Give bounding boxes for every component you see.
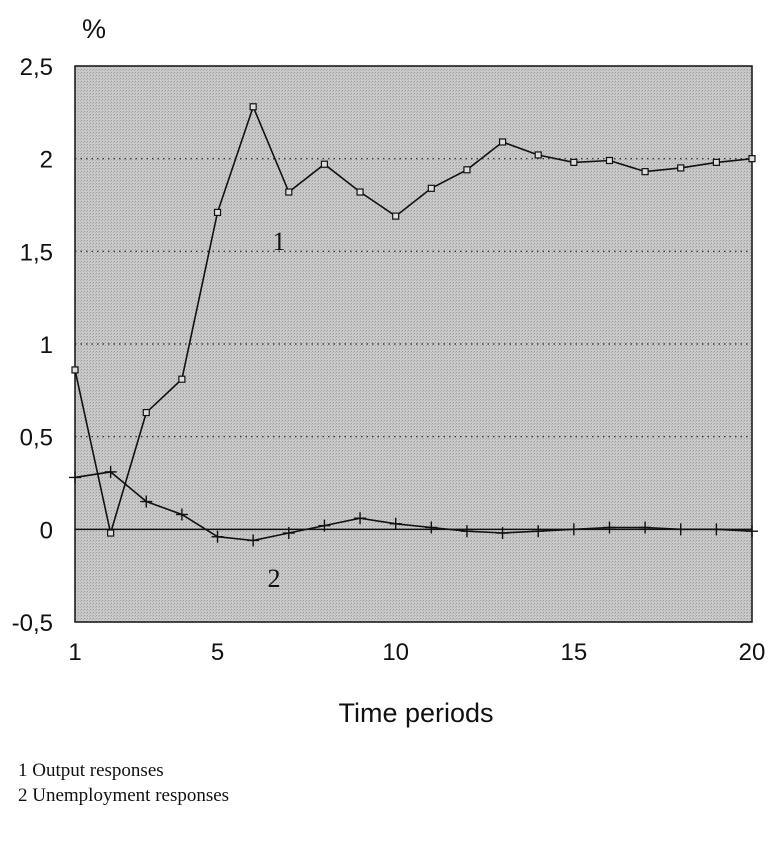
x-tick-label: 15 xyxy=(560,639,587,666)
data-point xyxy=(712,158,720,166)
data-point xyxy=(142,408,150,417)
data-point xyxy=(674,523,687,536)
y-tick-label: 1,5 xyxy=(20,239,53,266)
data-point xyxy=(532,525,545,538)
data-point xyxy=(140,495,153,508)
data-point xyxy=(603,521,616,534)
data-point xyxy=(175,508,188,521)
y-tick-label: 0 xyxy=(40,517,53,544)
data-point xyxy=(211,530,224,543)
data-point xyxy=(249,103,257,111)
data-point xyxy=(496,527,509,540)
data-point xyxy=(427,184,435,192)
y-tick-label: 2,5 xyxy=(20,54,53,81)
y-tick-label: 2 xyxy=(40,147,53,174)
data-point xyxy=(247,534,260,547)
y-tick-label: 0,5 xyxy=(20,425,53,452)
series-label-2: 2 xyxy=(268,564,281,593)
data-point xyxy=(534,151,542,159)
x-tick-label: 1 xyxy=(68,639,81,666)
data-point xyxy=(425,521,438,534)
data-point xyxy=(320,160,329,168)
data-point xyxy=(460,525,473,538)
data-point xyxy=(178,375,186,383)
data-point xyxy=(746,525,758,538)
data-point xyxy=(282,527,295,540)
x-tick-label: 20 xyxy=(739,639,766,666)
data-point xyxy=(104,465,117,478)
data-point xyxy=(285,188,293,196)
data-point xyxy=(677,164,685,172)
x-tick-label: 10 xyxy=(382,639,409,666)
data-point xyxy=(748,155,756,163)
x-axis-title: Time periods xyxy=(338,698,493,728)
series-label-1: 1 xyxy=(273,227,286,256)
data-point xyxy=(641,168,649,176)
data-point xyxy=(498,138,507,146)
plot-area xyxy=(74,65,753,623)
x-tick-label: 5 xyxy=(211,639,224,666)
data-point xyxy=(356,188,364,196)
y-tick-label: 1 xyxy=(40,332,53,359)
data-point xyxy=(605,156,614,165)
data-point xyxy=(69,471,81,484)
data-point xyxy=(710,523,723,536)
data-point xyxy=(71,366,79,374)
y-tick-label: -0,5 xyxy=(12,610,53,637)
grid-lines xyxy=(75,158,752,531)
data-point xyxy=(567,523,580,536)
data-point xyxy=(463,166,471,174)
data-point xyxy=(213,208,222,217)
series-line-1 xyxy=(74,104,753,534)
y-axis-unit-label: % xyxy=(82,14,106,44)
data-point xyxy=(107,529,115,537)
legend-item-unemployment: 2 Unemployment responses xyxy=(18,785,230,806)
data-point xyxy=(318,519,331,532)
data-point xyxy=(389,517,402,530)
y-tick-labels: -0,5 0 0,5 1 1,5 2 2,5 xyxy=(12,54,53,637)
x-tick-labels: 1 5 10 15 20 xyxy=(68,639,765,666)
data-point xyxy=(392,212,400,220)
data-point xyxy=(570,158,578,166)
data-point xyxy=(639,521,652,534)
series-layer: 12 xyxy=(69,103,758,593)
data-point xyxy=(354,512,367,525)
legend-item-output: 1 Output responses xyxy=(18,760,164,781)
